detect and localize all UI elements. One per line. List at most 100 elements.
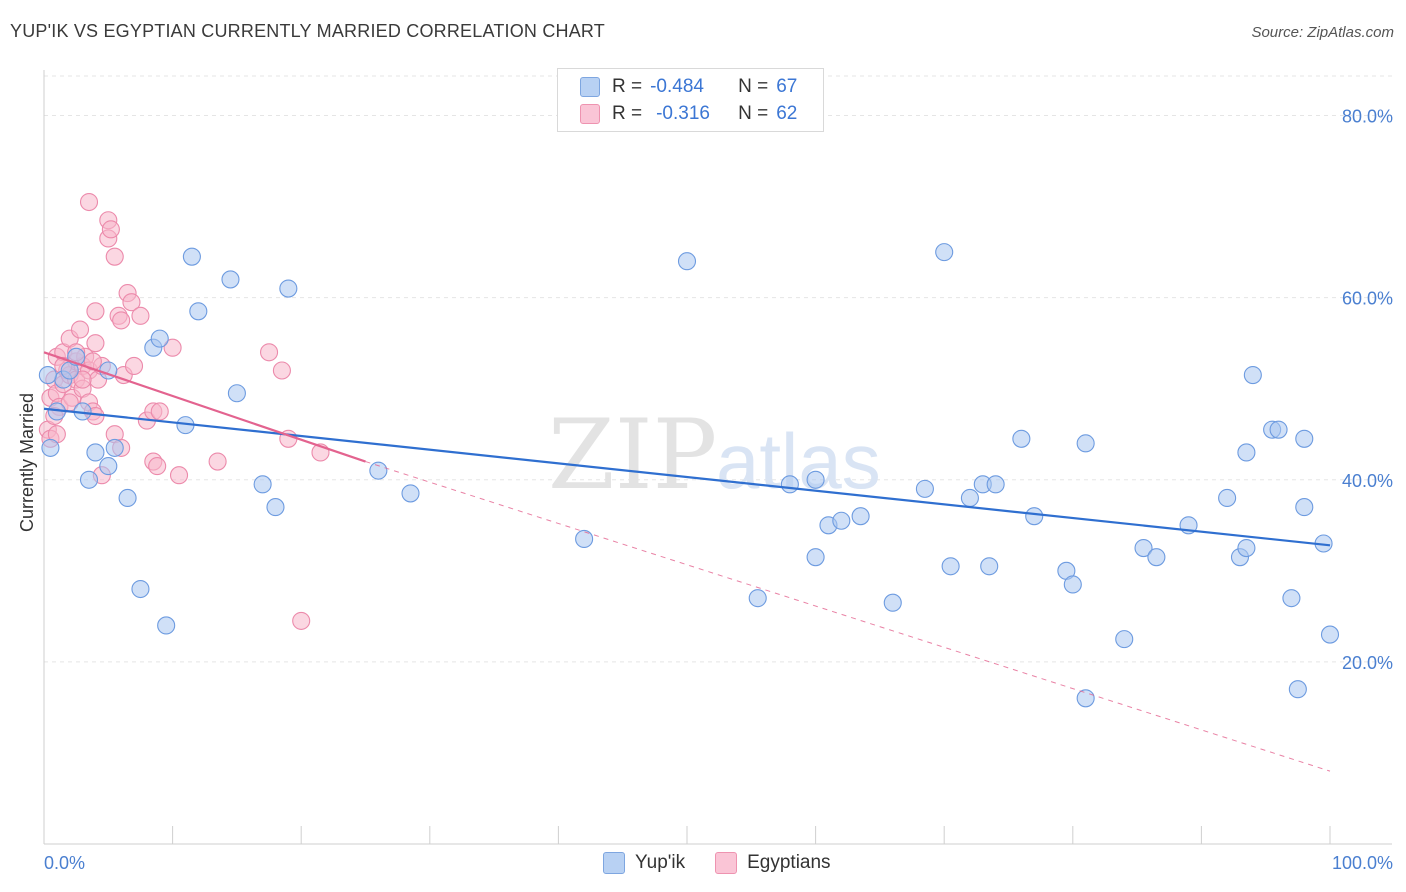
yupik-point	[1025, 507, 1044, 526]
egyptians-point	[169, 466, 189, 485]
egyptians-point	[101, 220, 120, 239]
yupik-point	[851, 507, 870, 526]
egyptians-point	[73, 370, 92, 389]
yupik-point	[935, 243, 954, 262]
yupik-point	[38, 365, 57, 385]
yupik-point	[369, 461, 388, 480]
series-label-egyptians: Egyptians	[747, 852, 831, 873]
yupik-point	[1076, 434, 1095, 453]
egyptians-trend-extension	[365, 461, 1331, 772]
yupik-point	[150, 329, 169, 348]
yupik-point	[221, 270, 240, 289]
legend-swatch-yupik	[580, 77, 600, 97]
source-label: Source: ZipAtlas.com	[1251, 24, 1394, 41]
yupik-point	[1282, 589, 1301, 608]
yupik-point	[253, 475, 272, 494]
yupik-point	[780, 475, 799, 494]
watermark-zip: ZIP	[548, 399, 717, 511]
egyptians-point	[124, 356, 144, 375]
series-label-yupik: Yup'ik	[635, 852, 686, 873]
yupik-point	[1288, 680, 1307, 699]
yupik-point	[1076, 689, 1095, 708]
watermark: ZIP atlas	[548, 399, 881, 511]
yupik-point	[131, 579, 150, 599]
legend-r-label: R =	[612, 103, 643, 124]
y-axis-label: Currently Married	[17, 393, 37, 532]
x-tick-label: 100.0%	[1332, 853, 1393, 873]
series-swatch-yupik	[603, 852, 625, 874]
legend-n-value: 67	[776, 76, 798, 97]
yupik-trend-line	[43, 407, 1331, 547]
trend-lines	[43, 351, 1331, 772]
y-tick-label: 20.0%	[1342, 653, 1393, 673]
yupik-point	[99, 457, 118, 476]
yupik-point	[1218, 488, 1237, 508]
yupik-point	[1243, 365, 1262, 385]
egyptians-point	[112, 311, 131, 330]
yupik-point	[915, 479, 934, 498]
yupik-point	[1295, 429, 1314, 448]
legend-row-egyptians: R = -0.316 N = 62	[580, 102, 797, 126]
egyptians-point	[79, 192, 99, 212]
legend-r-value: -0.484	[650, 76, 704, 97]
y-tick-label: 60.0%	[1342, 289, 1393, 309]
series-legend: Yup'ik Egyptians	[603, 852, 861, 874]
egyptians-point	[105, 247, 124, 266]
yupik-point	[1237, 443, 1256, 462]
legend-r-value: -0.316	[656, 103, 710, 124]
yupik-point	[748, 589, 767, 608]
yupik-point	[189, 302, 208, 321]
egyptians-point	[122, 293, 141, 312]
yupik-point	[1320, 625, 1340, 644]
yupik-point	[157, 616, 176, 635]
series-legend-yupik: Yup'ik	[603, 852, 685, 874]
x-tick-label: 0.0%	[44, 853, 85, 873]
yupik-point	[575, 529, 594, 549]
yupik-point	[960, 488, 979, 508]
yupik-point	[401, 484, 420, 503]
legend-n-label: N =	[738, 76, 769, 97]
yupik-point	[1237, 539, 1256, 558]
yupik-point	[806, 548, 825, 567]
yupik-point	[279, 279, 298, 298]
y-tick-label: 40.0%	[1342, 471, 1393, 491]
series-swatch-egyptians	[715, 852, 738, 874]
legend-r-label: R =	[612, 76, 643, 97]
yupik-point	[806, 470, 825, 489]
yupik-point	[1269, 420, 1288, 439]
y-tick-label: 80.0%	[1342, 107, 1393, 127]
egyptians-point	[148, 457, 167, 476]
egyptians-point	[259, 343, 279, 362]
yupik-point	[941, 557, 960, 576]
correlation-legend: R = -0.484 N = 67 R = -0.316 N = 62	[557, 68, 824, 132]
egyptians-point	[131, 306, 150, 325]
legend-n-label: N =	[738, 103, 769, 124]
yupik-point	[1295, 498, 1314, 517]
yupik-point	[79, 470, 99, 489]
yupik-point	[980, 557, 999, 576]
yupik-point	[883, 593, 902, 612]
egyptians-point	[86, 302, 105, 321]
yupik-point	[1063, 575, 1082, 594]
egyptians-point	[70, 320, 90, 339]
series-legend-egyptians: Egyptians	[715, 852, 831, 874]
yupik-point	[105, 438, 124, 457]
yupik-point	[1147, 548, 1166, 567]
axes	[43, 70, 1392, 845]
yupik-point	[118, 488, 137, 508]
grid-lines	[44, 75, 1392, 663]
yupik-point	[1012, 429, 1031, 448]
yupik-point	[677, 252, 697, 271]
chart-title: YUP'IK VS EGYPTIAN CURRENTLY MARRIED COR…	[10, 21, 605, 41]
legend-n-value: 62	[776, 103, 798, 124]
yupik-point	[1134, 539, 1153, 558]
egyptians-trend-line	[43, 351, 366, 463]
yupik-point	[1115, 630, 1134, 649]
yupik-point	[86, 443, 105, 462]
yupik-point	[227, 384, 246, 403]
egyptians-point	[292, 611, 311, 630]
egyptians-point	[208, 452, 227, 471]
yupik-point	[266, 498, 285, 517]
watermark-atlas: atlas	[716, 417, 881, 505]
